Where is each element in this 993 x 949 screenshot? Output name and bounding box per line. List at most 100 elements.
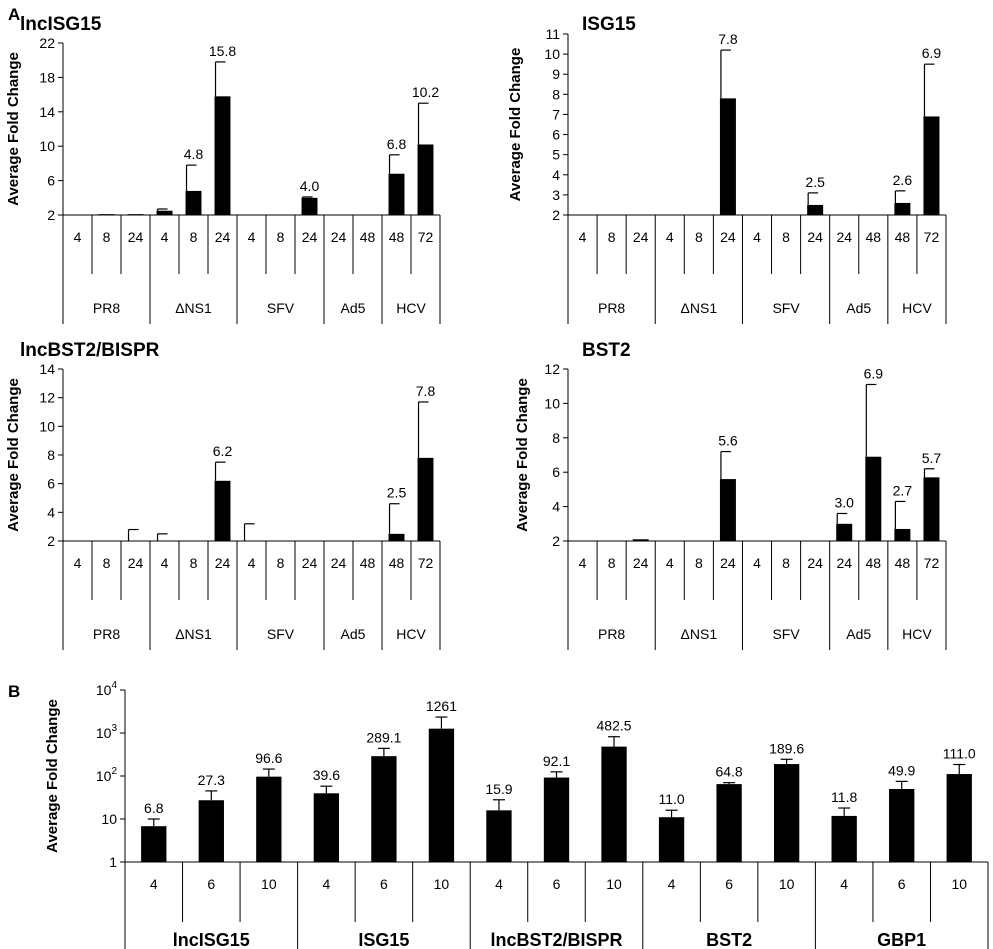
bar [428, 728, 455, 862]
x-tick-label: 48 [866, 555, 882, 571]
group-label: SFV [267, 300, 295, 316]
data-label: 96.6 [255, 750, 282, 766]
bar [388, 173, 405, 215]
group-label: ΔNS1 [175, 300, 212, 316]
y-tick-label: 4 [552, 499, 560, 515]
x-tick-label: 8 [277, 555, 285, 571]
x-tick-label: 10 [261, 876, 277, 892]
y-tick-label: 10 [39, 418, 55, 434]
y-axis-label: Average Fold Change [514, 378, 531, 532]
bar [773, 764, 800, 862]
group-label: Ad5 [846, 626, 871, 642]
y-tick-label: 103 [96, 723, 118, 741]
x-tick-label: 48 [895, 555, 911, 571]
bar [214, 480, 231, 541]
x-tick-label: 8 [695, 555, 703, 571]
bar [185, 190, 202, 215]
x-tick-label: 4 [666, 555, 674, 571]
y-tick-label: 6 [552, 464, 560, 480]
group-label: ΔNS1 [681, 626, 718, 642]
bar [716, 784, 742, 862]
group-label: PR8 [598, 300, 625, 316]
bar [865, 456, 882, 541]
data-label: 6.2 [213, 443, 233, 459]
bar [214, 96, 231, 215]
chart-title: lncBST2/BISPR [20, 340, 160, 361]
x-tick-label: 24 [215, 229, 231, 245]
group-label: PR8 [93, 300, 120, 316]
y-tick-label: 9 [552, 66, 560, 82]
data-label: 2.5 [387, 485, 407, 501]
group-label: PR8 [598, 626, 625, 642]
bar [198, 800, 224, 862]
x-tick-label: 6 [725, 876, 733, 892]
y-axis-label: Average Fold Change [507, 48, 524, 202]
x-tick-label: 4 [579, 555, 587, 571]
data-label: 6.9 [864, 365, 884, 381]
x-tick-label: 4 [322, 876, 330, 892]
x-tick-label: 72 [418, 555, 434, 571]
chart-title: BST2 [582, 340, 631, 361]
x-tick-label: 8 [103, 229, 111, 245]
x-tick-label: 4 [74, 229, 82, 245]
chart-title: lncISG15 [20, 14, 102, 35]
panel-label-b: B [8, 682, 20, 701]
x-tick-label: 72 [924, 229, 940, 245]
y-tick-label: 18 [39, 69, 55, 85]
data-label: 7.8 [416, 383, 436, 399]
chart-title: ISG15 [582, 14, 636, 35]
y-tick-label: 6 [552, 127, 560, 143]
bar [417, 457, 434, 541]
data-label: 5.7 [922, 450, 942, 466]
bar [371, 756, 397, 862]
x-tick-label: 4 [668, 876, 676, 892]
bar [486, 810, 512, 862]
bar [601, 746, 627, 862]
x-tick-label: 4 [840, 876, 848, 892]
bar [836, 523, 853, 541]
y-tick-label: 1 [109, 854, 117, 870]
bar [807, 204, 824, 215]
y-tick-label: 7 [552, 106, 560, 122]
bar [923, 477, 940, 541]
x-tick-label: 24 [633, 229, 649, 245]
bar [388, 533, 405, 541]
x-tick-label: 72 [418, 229, 434, 245]
data-label: 2.5 [805, 174, 825, 190]
group-label: SFV [772, 626, 800, 642]
group-label: lncBST2/BISPR [490, 930, 622, 949]
bar [923, 116, 940, 215]
bar [831, 815, 857, 862]
bar [889, 788, 915, 862]
y-axis-label: Average Fold Change [44, 699, 61, 853]
x-tick-label: 24 [331, 229, 347, 245]
y-tick-label: 4 [47, 504, 55, 520]
x-tick-label: 24 [807, 555, 823, 571]
x-tick-label: 48 [895, 229, 911, 245]
data-label: 27.3 [198, 772, 225, 788]
x-tick-label: 48 [360, 229, 376, 245]
y-tick-label: 12 [39, 390, 55, 406]
x-tick-label: 10 [951, 876, 967, 892]
x-tick-label: 48 [389, 229, 405, 245]
y-tick-label: 4 [552, 167, 560, 183]
x-tick-label: 8 [695, 229, 703, 245]
bar [632, 539, 649, 541]
x-tick-label: 48 [389, 555, 405, 571]
y-tick-label: 8 [552, 86, 560, 102]
data-label: 111.0 [943, 746, 976, 762]
group-label: Ad5 [341, 300, 366, 316]
data-label: 4.8 [184, 146, 204, 162]
group-label: PR8 [93, 626, 120, 642]
y-tick-label: 22 [39, 35, 55, 51]
group-label: HCV [396, 300, 426, 316]
data-label: 4.0 [300, 178, 320, 194]
data-label: 3.0 [834, 494, 854, 510]
data-label: 1261 [426, 698, 457, 714]
y-tick-label: 11 [545, 26, 560, 42]
data-label: 11.8 [831, 789, 857, 805]
y-tick-label: 2 [552, 533, 560, 549]
x-tick-label: 72 [924, 555, 940, 571]
